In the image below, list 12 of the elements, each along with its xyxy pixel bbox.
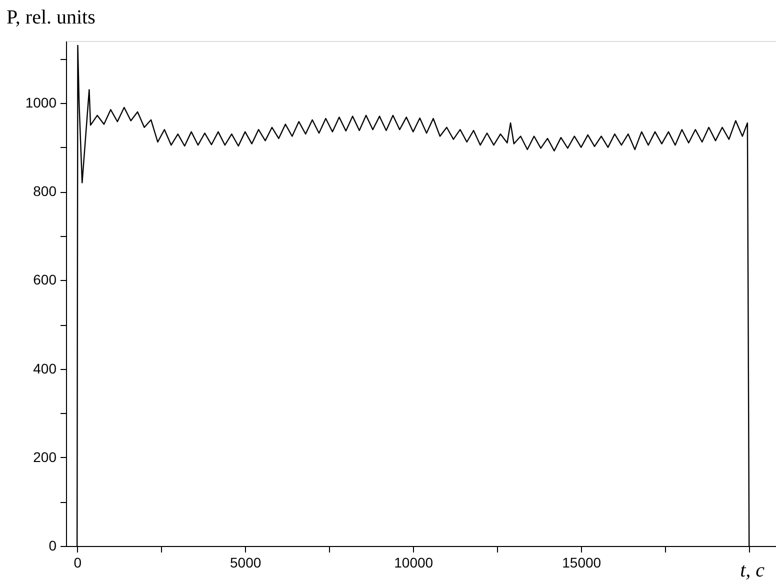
x-tick-label: 0 [74, 554, 82, 570]
x-tick-label: 10000 [394, 554, 434, 570]
y-tick-label: 400 [33, 360, 57, 376]
y-tick-label: 0 [48, 538, 57, 554]
y-axis-title: P, rel. units [6, 6, 96, 28]
x-tick-label: 15000 [562, 554, 602, 570]
y-tick-label: 1000 [25, 94, 57, 111]
y-tick-label: 600 [33, 272, 57, 288]
x-tick-label: 5000 [230, 554, 262, 570]
y-tick-label: 200 [33, 448, 57, 465]
y-tick-label: 800 [33, 183, 57, 200]
x-axis-title: t, c [740, 560, 765, 582]
